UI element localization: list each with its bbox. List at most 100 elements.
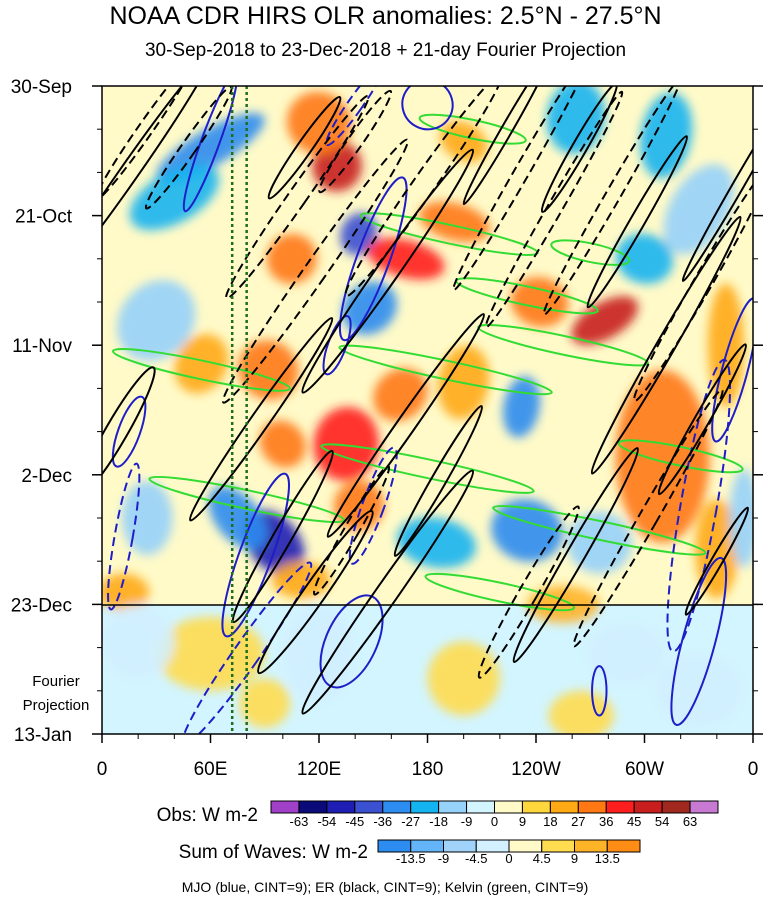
mjo-contour	[591, 665, 608, 717]
y-tick-label: 21-Oct	[15, 207, 73, 228]
mjo-contour	[221, 472, 290, 638]
mjo-contour-dashed	[666, 358, 732, 653]
er-contour-dashed	[542, 86, 682, 316]
anomaly-blob	[282, 604, 356, 704]
plot-area	[101, 85, 754, 735]
er-contour-dashed	[225, 94, 370, 300]
anomaly-blob	[615, 369, 710, 543]
waves-colorbar-label: Sum of Waves: W m-2	[179, 842, 368, 863]
obs-colorbar-swatch	[382, 800, 412, 814]
mjo-contour-dashed	[348, 446, 398, 565]
er-contour	[681, 87, 753, 282]
mjo-contour	[401, 86, 454, 131]
er-contour-dashed	[452, 86, 591, 292]
anomaly-blob	[548, 690, 614, 734]
er-contour	[231, 449, 334, 624]
obs-colorbar-swatch	[549, 800, 579, 814]
obs-colorbar-level-label: -9	[461, 814, 473, 829]
obs-colorbar: Obs: W m-2 -63 -54 -45 -36 -27 -18 -9 0 9 18 27 36 4…	[157, 800, 719, 829]
chart-subtitle: 30-Sep-2018 to 23-Dec-2018 + 21-day Four…	[144, 40, 627, 61]
mjo-contour-dashed	[107, 462, 141, 611]
kelvin-contour	[148, 475, 345, 524]
anomaly-blob	[266, 233, 317, 284]
anomaly-field	[102, 86, 753, 734]
obs-colorbar-level-label: 36	[599, 814, 613, 829]
er-contour	[657, 343, 748, 496]
x-tick-label: 60E	[194, 759, 228, 780]
x-tick-label: 120E	[297, 759, 341, 780]
kelvin-contour	[617, 439, 744, 474]
obs-colorbar-level-label: 18	[543, 814, 557, 829]
mjo-contour-dashed	[181, 561, 313, 734]
kelvin-contour	[492, 505, 707, 556]
anomaly-blob	[156, 616, 265, 691]
mjo-contour-dashed	[325, 86, 386, 147]
er-contour	[301, 469, 475, 715]
er-contour	[540, 86, 618, 213]
x-tick-label: 60W	[625, 759, 664, 780]
obs-colorbar-level-label: -45	[345, 814, 364, 829]
er-contour	[102, 86, 212, 290]
anomaly-blob	[571, 296, 639, 345]
obs-colorbar-swatch	[661, 800, 691, 814]
obs-colorbar-swatch	[410, 800, 440, 814]
waves-colorbar: Sum of Waves: W m-2 -13.5 -9 -4.5 0 4.5 9 13.5	[179, 839, 641, 866]
waves-colorbar-level-label: 13.5	[595, 851, 620, 866]
er-contour-dashed	[102, 86, 197, 202]
y-tick-label: 2-Dec	[21, 466, 72, 487]
obs-colorbar-level-label: 9	[519, 814, 526, 829]
waves-colorbar-swatch	[606, 839, 641, 853]
x-tick-label: 0	[748, 759, 759, 780]
anomaly-blob	[586, 622, 667, 685]
anomaly-blob	[419, 201, 490, 242]
anomaly-blob	[271, 561, 330, 599]
obs-colorbar-swatch	[326, 800, 356, 814]
projection-label-line1: Fourier	[32, 673, 80, 690]
er-contour	[102, 366, 156, 497]
x-tick-label: 180	[412, 759, 444, 780]
anomaly-blob	[439, 121, 488, 162]
obs-colorbar-swatch	[689, 800, 719, 814]
kelvin-contour	[320, 443, 535, 494]
reference-longitude-lines	[230, 86, 248, 734]
anomaly-blob	[491, 499, 563, 562]
obs-colorbar-swatch	[466, 800, 495, 814]
y-tick-label: 30-Sep	[11, 77, 72, 98]
anomaly-blob	[238, 340, 299, 400]
anomaly-blob	[259, 420, 306, 468]
anomaly-blob	[566, 511, 632, 574]
obs-colorbar-swatch	[298, 800, 328, 814]
anomaly-blob	[208, 486, 267, 550]
anomaly-blob	[117, 280, 196, 361]
er-contour	[586, 135, 689, 309]
anomaly-blob	[174, 334, 229, 394]
er-contour	[393, 405, 484, 557]
obs-colorbar-swatch	[633, 800, 663, 814]
er-contour	[462, 86, 552, 206]
projection-label-line2: Projection	[23, 697, 90, 714]
er-contour-dashed	[484, 90, 624, 329]
obs-colorbar-swatch	[494, 800, 523, 814]
waves-colorbar-level-label: -4.5	[465, 851, 487, 866]
obs-colorbar-swatch	[605, 800, 635, 814]
anomaly-blob	[156, 113, 265, 183]
anomaly-blob	[510, 277, 569, 327]
er-contour-dashed	[344, 86, 504, 298]
mjo-contour	[182, 86, 239, 213]
anomaly-blob	[102, 573, 150, 611]
er-contour	[301, 148, 475, 394]
obs-colorbar-level-label: 27	[571, 814, 585, 829]
chart-title: NOAA CDR HIRS OLR anomalies: 2.5°N - 27.…	[109, 2, 662, 30]
kelvin-contour	[418, 113, 527, 145]
er-contour	[267, 95, 342, 200]
x-tick-label: 120W	[511, 759, 561, 780]
obs-colorbar-swatch	[438, 800, 468, 814]
obs-colorbar-swatch	[354, 800, 384, 814]
y-tick-label: 11-Nov	[12, 336, 72, 357]
x-tick-label: 0	[97, 759, 108, 780]
mjo-contour	[711, 297, 753, 443]
waves-colorbar-level-label: 9	[571, 851, 578, 866]
y-tick-label: 23-Dec	[11, 595, 72, 616]
footer-legend: MJO (blue, CINT=9); ER (black, CINT=9); …	[182, 879, 589, 895]
er-contour-dashed	[572, 388, 724, 648]
